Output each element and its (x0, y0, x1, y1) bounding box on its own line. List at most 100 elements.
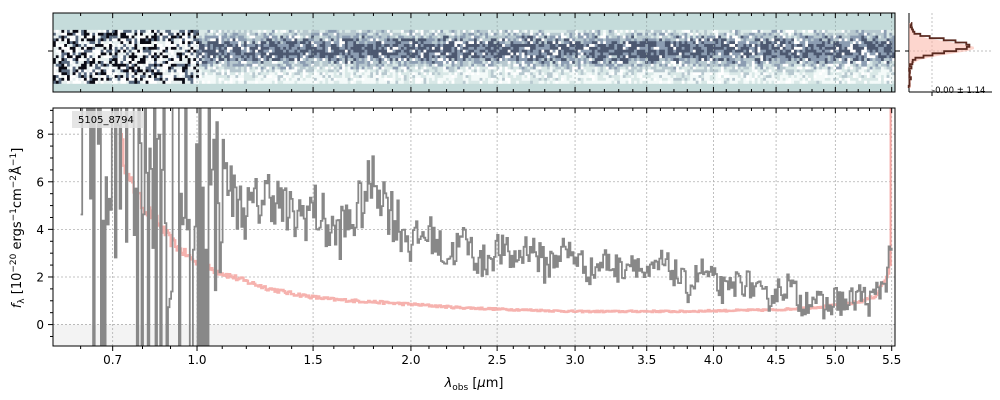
heatmap-cell (681, 46, 685, 50)
heatmap-cell (342, 66, 346, 70)
heatmap-cell (634, 72, 638, 76)
heatmap-cell (614, 29, 618, 33)
heatmap-cell (518, 29, 522, 33)
heatmap-cell (502, 29, 506, 33)
heatmap-cell (61, 32, 65, 36)
heatmap-cell (86, 41, 90, 45)
heatmap-cell (274, 41, 278, 45)
heatmap-cell (367, 61, 371, 65)
heatmap-cell (255, 52, 259, 56)
heatmap-cell (364, 72, 368, 76)
heatmap-cell (412, 63, 416, 67)
heatmap-cell (176, 69, 180, 73)
heatmap-cell (184, 58, 188, 62)
heatmap-cell (782, 38, 786, 42)
heatmap-cell (561, 72, 565, 76)
heatmap-cell (378, 80, 382, 84)
heatmap-cell (591, 80, 595, 84)
heatmap-cell (659, 66, 663, 70)
heatmap-cell (69, 66, 73, 70)
heatmap-cell (283, 55, 287, 59)
heatmap-cell (426, 75, 430, 79)
heatmap-cell (249, 80, 253, 84)
heatmap-cell (645, 55, 649, 59)
heatmap-cell (670, 52, 674, 56)
heatmap-cell (342, 41, 346, 45)
heatmap-cell (777, 77, 781, 81)
heatmap-cell (286, 66, 290, 70)
heatmap-cell (443, 49, 447, 53)
heatmap-cell (187, 46, 191, 50)
heatmap-cell (749, 29, 753, 33)
heatmap-cell (257, 58, 261, 62)
heatmap-cell (336, 46, 340, 50)
heatmap-cell (743, 38, 747, 42)
heatmap-cell (591, 29, 595, 33)
heatmap-cell (246, 55, 250, 59)
heatmap-cell (283, 41, 287, 45)
heatmap-cell (763, 63, 767, 67)
heatmap-cell (367, 69, 371, 73)
heatmap-cell (137, 72, 141, 76)
heatmap-cell (53, 38, 57, 42)
heatmap-cell (634, 35, 638, 39)
heatmap-cell (479, 41, 483, 45)
heatmap-cell (732, 55, 736, 59)
heatmap-cell (339, 41, 343, 45)
heatmap-cell (280, 75, 284, 79)
heatmap-cell (266, 58, 270, 62)
heatmap-cell (707, 55, 711, 59)
heatmap-cell (302, 75, 306, 79)
heatmap-cell (656, 63, 660, 67)
heatmap-cell (594, 69, 598, 73)
heatmap-cell (563, 32, 567, 36)
heatmap-cell (395, 46, 399, 50)
heatmap-cell (687, 32, 691, 36)
heatmap-cell (210, 77, 214, 81)
heatmap-cell (634, 63, 638, 67)
heatmap-cell (572, 72, 576, 76)
heatmap-cell (257, 75, 261, 79)
heatmap-cell (176, 32, 180, 36)
heatmap-cell (547, 35, 551, 39)
heatmap-cell (751, 63, 755, 67)
heatmap-cell (707, 44, 711, 48)
heatmap-cell (639, 69, 643, 73)
heatmap-cell (600, 46, 604, 50)
heatmap-cell (504, 75, 508, 79)
heatmap-cell (302, 29, 306, 33)
heatmap-cell (69, 46, 73, 50)
heatmap-cell (586, 80, 590, 84)
heatmap-cell (344, 46, 348, 50)
heatmap-cell (269, 29, 273, 33)
heatmap-cell (737, 66, 741, 70)
heatmap-cell (243, 77, 247, 81)
heatmap-cell (173, 80, 177, 84)
heatmap-cell (513, 46, 517, 50)
heatmap-cell (83, 29, 87, 33)
heatmap-cell (580, 52, 584, 56)
heatmap-cell (788, 61, 792, 65)
heatmap-cell (78, 80, 82, 84)
heatmap-cell (373, 58, 377, 62)
heatmap-cell (445, 66, 449, 70)
heatmap-cell (218, 69, 222, 73)
heatmap-cell (159, 72, 163, 76)
heatmap-cell (619, 80, 623, 84)
heatmap-cell (488, 69, 492, 73)
heatmap-cell (69, 63, 73, 67)
heatmap-cell (482, 58, 486, 62)
heatmap-cell (314, 66, 318, 70)
heatmap-cell (319, 77, 323, 81)
heatmap-cell (210, 44, 214, 48)
heatmap-cell (569, 32, 573, 36)
heatmap-cell (648, 63, 652, 67)
heatmap-cell (760, 72, 764, 76)
heatmap-cell (187, 77, 191, 81)
heatmap-cell (614, 38, 618, 42)
heatmap-cell (597, 72, 601, 76)
heatmap-cell (639, 46, 643, 50)
heatmap-cell (434, 69, 438, 73)
heatmap-cell (384, 52, 388, 56)
heatmap-cell (109, 58, 113, 62)
